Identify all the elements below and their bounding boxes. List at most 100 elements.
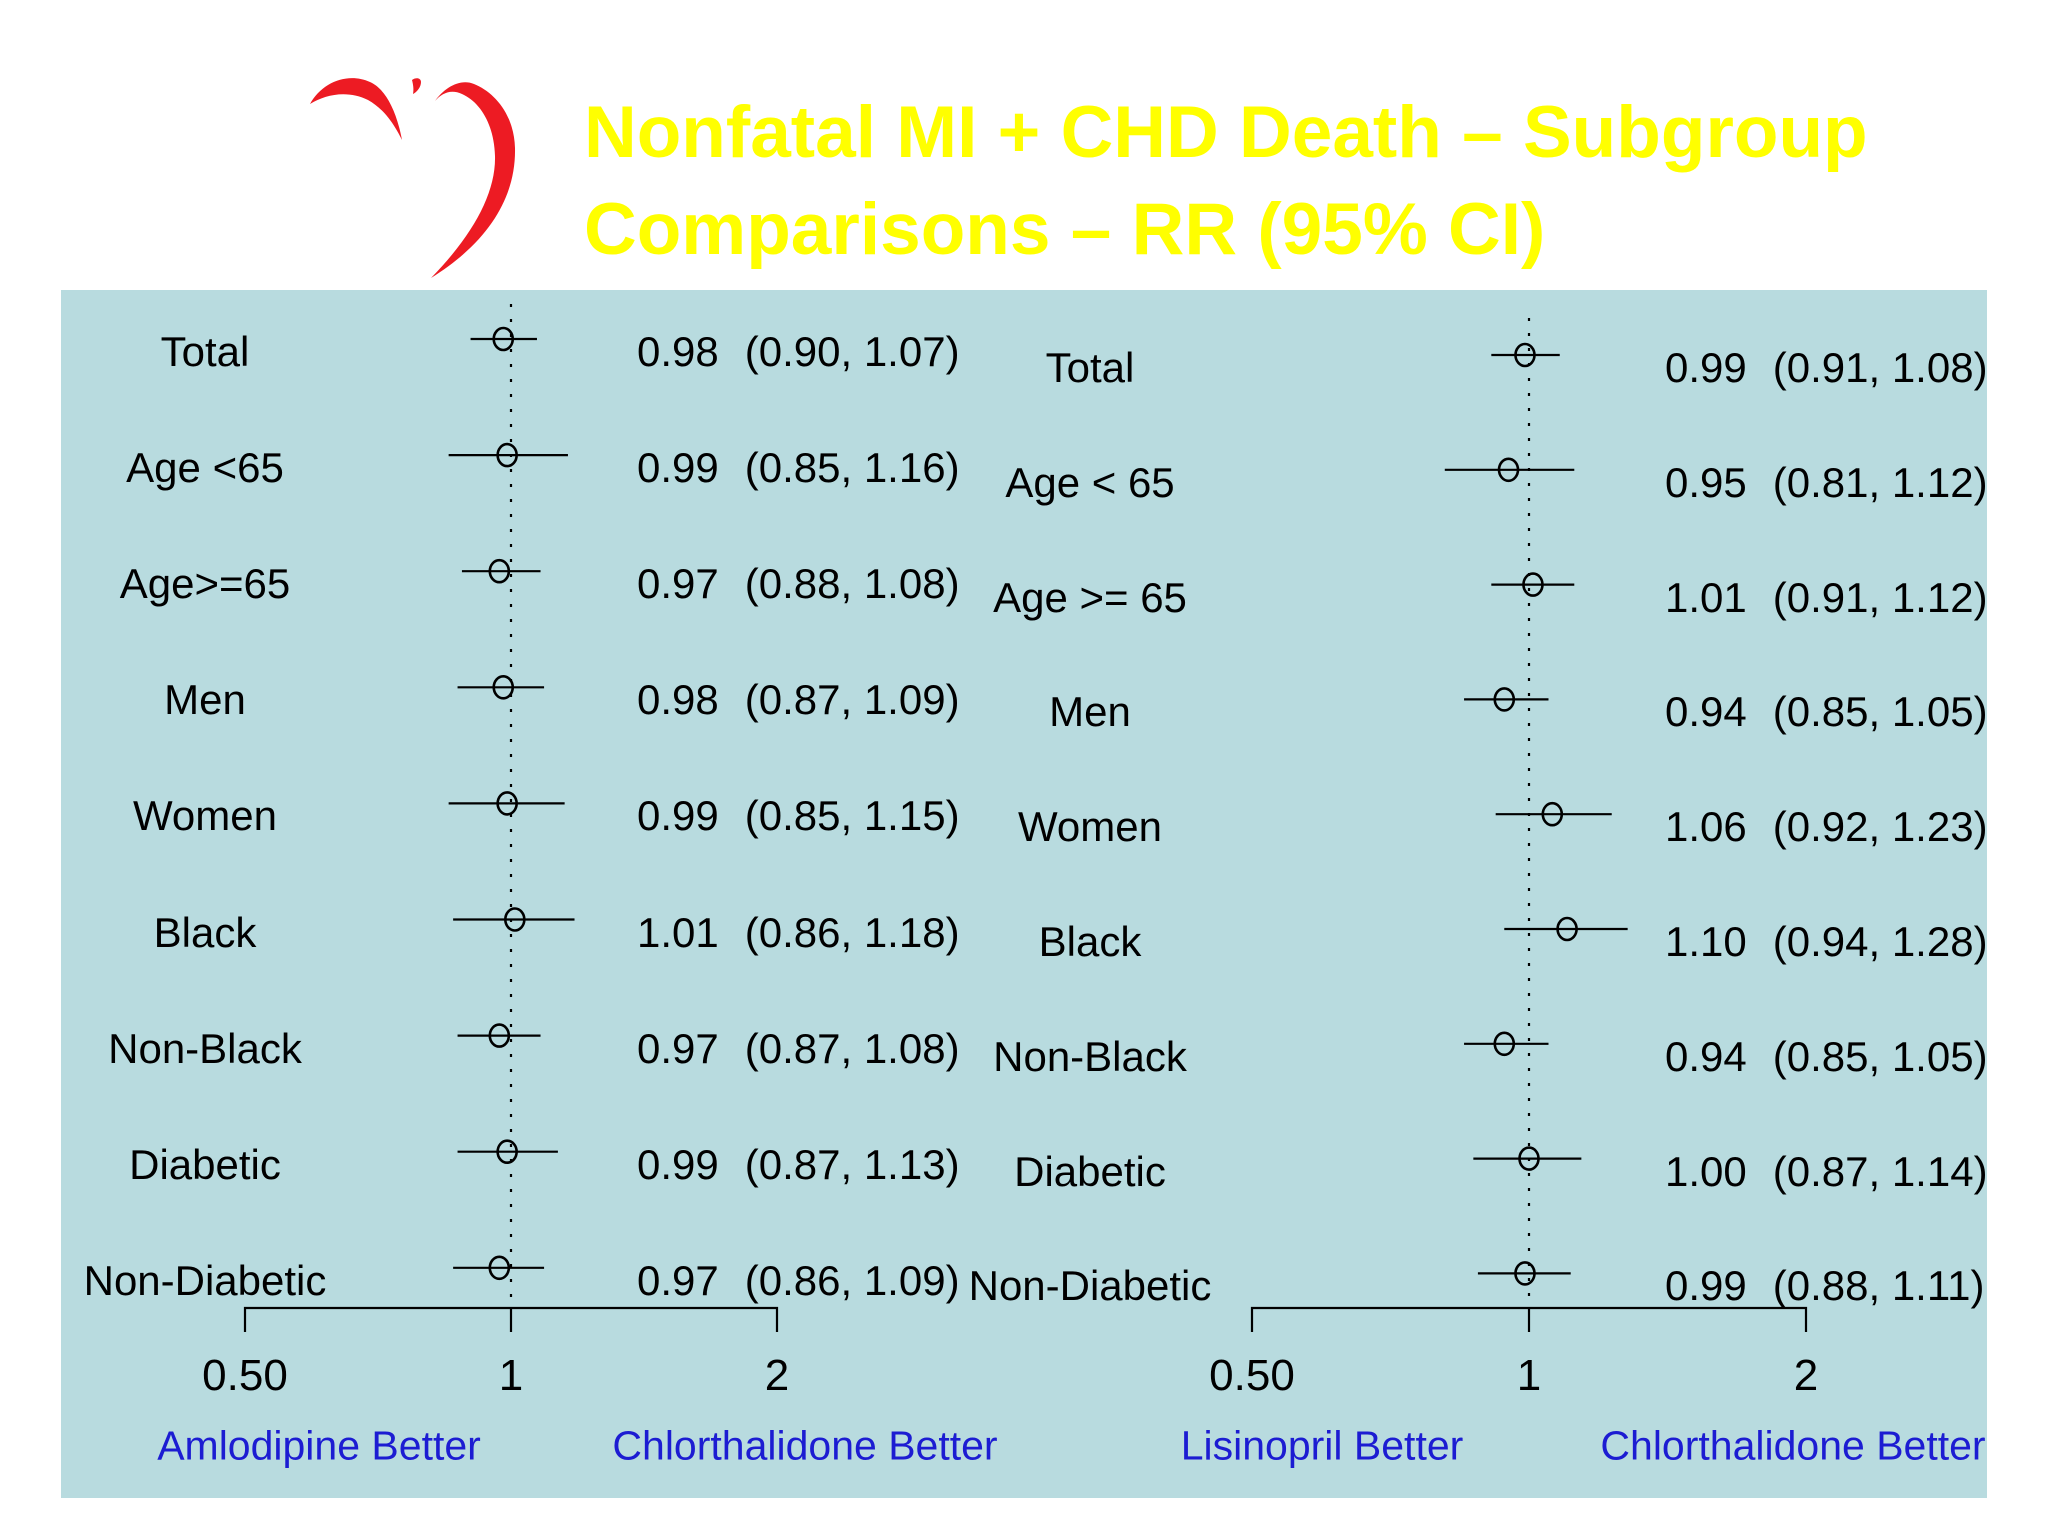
row-rr-value: 0.97 bbox=[637, 1024, 719, 1072]
row-rr-value: 0.98 bbox=[637, 676, 719, 724]
row-label: Non-Black bbox=[108, 1024, 302, 1072]
row-rr-value: 1.06 bbox=[1665, 803, 1747, 851]
row-label: Women bbox=[133, 792, 277, 840]
rr-point-marker bbox=[488, 1255, 511, 1281]
rr-point-marker bbox=[1497, 457, 1520, 483]
row-ci-value: (0.85, 1.05) bbox=[1772, 1032, 1988, 1080]
rr-point-marker bbox=[488, 1023, 511, 1048]
row-rr-value: 0.99 bbox=[1665, 344, 1747, 391]
row-rr-value: 0.99 bbox=[637, 1140, 719, 1188]
row-rr-value: 0.97 bbox=[637, 560, 719, 608]
rr-point-marker bbox=[504, 907, 526, 932]
x-tick-label: 0.50 bbox=[1209, 1351, 1295, 1400]
row-rr-value: 0.94 bbox=[1665, 688, 1747, 736]
rr-point-marker bbox=[1514, 1261, 1536, 1286]
row-value: 1.01 (0.86, 1.18) bbox=[637, 909, 960, 957]
row-label: Age >= 65 bbox=[993, 573, 1187, 621]
row-rr-value: 1.10 bbox=[1665, 918, 1747, 965]
x-tick-label: 2 bbox=[1793, 1351, 1819, 1400]
row-label: Age>=65 bbox=[119, 560, 291, 608]
better-label-right: Chlorthalidone Better bbox=[1600, 1422, 1986, 1469]
row-value: 0.98 (0.90, 1.07) bbox=[637, 328, 960, 376]
row-ci-value: (0.86, 1.18) bbox=[744, 908, 960, 956]
row-value: 0.94 (0.85, 1.05) bbox=[1665, 1033, 1988, 1081]
row-value: 1.10 (0.94, 1.28) bbox=[1665, 918, 1988, 966]
row-ci-value: (0.87, 1.14) bbox=[1772, 1147, 1988, 1195]
row-value: 1.01 (0.91, 1.12) bbox=[1665, 574, 1988, 622]
row-rr-value: 0.99 bbox=[1665, 1262, 1747, 1310]
rr-point-marker bbox=[488, 558, 511, 584]
rr-point-marker bbox=[1493, 687, 1516, 712]
row-rr-value: 0.95 bbox=[1665, 458, 1747, 506]
row-value: 1.06 (0.92, 1.23) bbox=[1665, 803, 1988, 851]
row-ci-value: (0.85, 1.05) bbox=[1772, 688, 1988, 736]
rr-point-marker bbox=[496, 791, 518, 816]
row-ci-value: (0.86, 1.09) bbox=[744, 1256, 960, 1304]
row-ci-value: (0.90, 1.07) bbox=[744, 328, 960, 375]
x-tick-label: 2 bbox=[764, 1351, 790, 1400]
row-label: Age < 65 bbox=[1005, 458, 1175, 506]
row-rr-value: 1.01 bbox=[1665, 573, 1747, 621]
row-rr-value: 1.01 bbox=[637, 908, 719, 956]
row-value: 1.00 (0.87, 1.14) bbox=[1665, 1148, 1988, 1196]
rr-point-marker bbox=[1493, 1031, 1516, 1057]
row-label: Men bbox=[164, 676, 246, 724]
row-value: 0.99 (0.87, 1.13) bbox=[637, 1141, 960, 1189]
row-rr-value: 0.99 bbox=[637, 444, 719, 492]
x-tick-label: 1 bbox=[498, 1351, 524, 1400]
row-ci-value: (0.87, 1.09) bbox=[744, 676, 960, 724]
row-label: Black bbox=[153, 908, 257, 956]
row-label: Diabetic bbox=[1014, 1147, 1166, 1195]
row-ci-value: (0.94, 1.28) bbox=[1772, 918, 1988, 965]
rr-point-marker bbox=[1514, 342, 1536, 368]
row-ci-value: (0.85, 1.15) bbox=[744, 792, 960, 840]
row-rr-value: 1.00 bbox=[1665, 1147, 1747, 1195]
row-label: Non-Diabetic bbox=[968, 1262, 1212, 1310]
rr-point-marker bbox=[1556, 916, 1578, 942]
row-ci-value: (0.87, 1.08) bbox=[744, 1024, 960, 1072]
x-tick-label: 1 bbox=[1516, 1351, 1542, 1400]
row-ci-value: (0.92, 1.23) bbox=[1772, 803, 1988, 851]
row-value: 0.97 (0.88, 1.08) bbox=[637, 560, 960, 608]
rr-point-marker bbox=[1541, 801, 1564, 827]
row-ci-value: (0.87, 1.13) bbox=[744, 1140, 960, 1188]
row-ci-value: (0.85, 1.16) bbox=[744, 444, 960, 492]
rr-point-marker bbox=[496, 442, 518, 468]
rr-point-marker bbox=[1522, 572, 1544, 597]
row-value: 0.99 (0.85, 1.16) bbox=[637, 444, 960, 492]
row-ci-value: (0.88, 1.11) bbox=[1772, 1262, 1985, 1310]
page-title: Nonfatal MI + CHD Death – Subgroup Compa… bbox=[584, 84, 1868, 278]
rr-point-marker bbox=[492, 674, 515, 700]
row-value: 0.99 (0.85, 1.15) bbox=[637, 792, 960, 840]
row-value: 0.99 (0.91, 1.08) bbox=[1665, 344, 1988, 392]
better-label-right: Chlorthalidone Better bbox=[612, 1422, 998, 1469]
rr-point-marker bbox=[1518, 1146, 1540, 1171]
row-label: Total bbox=[160, 328, 250, 375]
better-label-left: Lisinopril Better bbox=[1180, 1422, 1464, 1469]
row-rr-value: 0.94 bbox=[1665, 1032, 1747, 1080]
row-ci-value: (0.91, 1.08) bbox=[1772, 344, 1988, 391]
rr-point-marker bbox=[492, 326, 515, 352]
row-rr-value: 0.97 bbox=[637, 1256, 719, 1304]
row-value: 0.97 (0.87, 1.08) bbox=[637, 1025, 960, 1073]
heart-logo-icon bbox=[310, 78, 516, 278]
row-rr-value: 0.99 bbox=[637, 792, 719, 840]
row-ci-value: (0.91, 1.12) bbox=[1772, 573, 1988, 621]
rr-point-marker bbox=[496, 1139, 518, 1164]
title-line-1: Nonfatal MI + CHD Death – Subgroup bbox=[584, 92, 1868, 173]
row-label: Men bbox=[1049, 688, 1131, 736]
row-label: Total bbox=[1045, 344, 1135, 391]
forest-plot-panel bbox=[61, 290, 1987, 1498]
x-tick-label: 0.50 bbox=[202, 1351, 288, 1400]
row-rr-value: 0.98 bbox=[637, 328, 719, 375]
title-line-2: Comparisons – RR (95% CI) bbox=[584, 189, 1546, 270]
row-label: Age <65 bbox=[126, 444, 284, 492]
row-label: Diabetic bbox=[129, 1140, 281, 1188]
row-value: 0.98 (0.87, 1.09) bbox=[637, 676, 960, 724]
row-ci-value: (0.81, 1.12) bbox=[1772, 458, 1988, 506]
row-value: 0.97 (0.86, 1.09) bbox=[637, 1257, 960, 1305]
row-value: 0.99 (0.88, 1.11) bbox=[1665, 1262, 1984, 1310]
row-label: Black bbox=[1038, 918, 1142, 965]
